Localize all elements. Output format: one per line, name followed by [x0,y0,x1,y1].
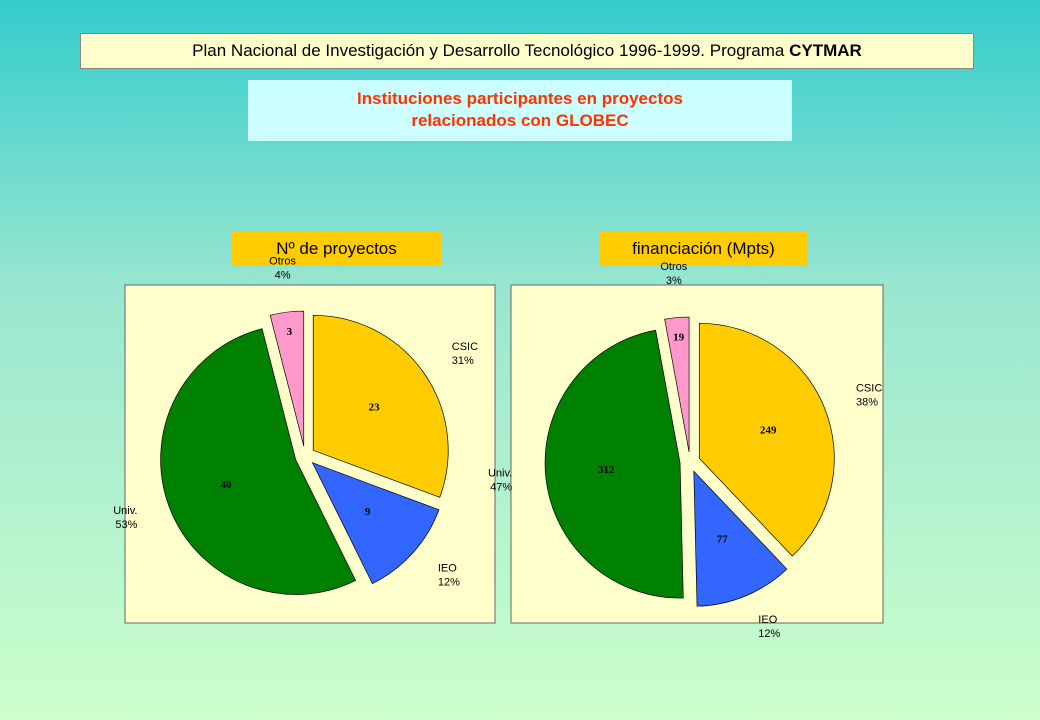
pie-slice [693,470,788,607]
category-label: IEO [438,563,457,575]
percent-label: 47% [490,481,512,493]
percent-label: 53% [115,519,137,531]
category-label: IEO [758,614,777,626]
value-label: 249 [760,424,777,436]
pie-slice [664,316,690,453]
chart-title: Nº de proyectos [232,232,441,266]
pie-slice [311,462,440,585]
category-label: Otros [269,256,296,268]
category-label: Otros [660,261,687,273]
value-label: 23 [369,401,381,413]
subtitle: Instituciones participantes en proyectos… [248,80,792,141]
value-label: 19 [673,331,685,343]
value-label: 9 [365,506,371,518]
pie-slice [544,329,684,599]
percent-label: 12% [438,577,460,589]
category-label: Univ. [488,467,512,479]
pie-slice [312,314,449,498]
pie-slice [269,310,305,447]
header-text: Plan Nacional de Investigación y Desarro… [192,41,785,60]
value-label: 3 [287,326,293,338]
pie-slice [160,328,357,595]
category-label: Univ. [113,505,137,517]
value-label: 77 [717,533,729,545]
subtitle-line: Instituciones participantes en proyectos [357,89,683,108]
subtitle-line: relacionados con GLOBEC [411,111,629,130]
percent-label: 38% [856,397,878,409]
pie-slice [698,322,835,557]
value-label: 312 [598,464,615,476]
percent-label: 3% [666,275,682,287]
category-label: CSIC [452,341,478,353]
category-label: CSIC [856,383,882,395]
header-bold: CYTMAR [789,41,862,60]
percent-label: 31% [452,355,474,367]
chart-title: financiación (Mpts) [600,232,807,266]
percent-label: 4% [275,270,291,282]
percent-label: 12% [758,628,780,640]
value-label: 40 [221,479,233,491]
header: Plan Nacional de Investigación y Desarro… [80,33,974,69]
